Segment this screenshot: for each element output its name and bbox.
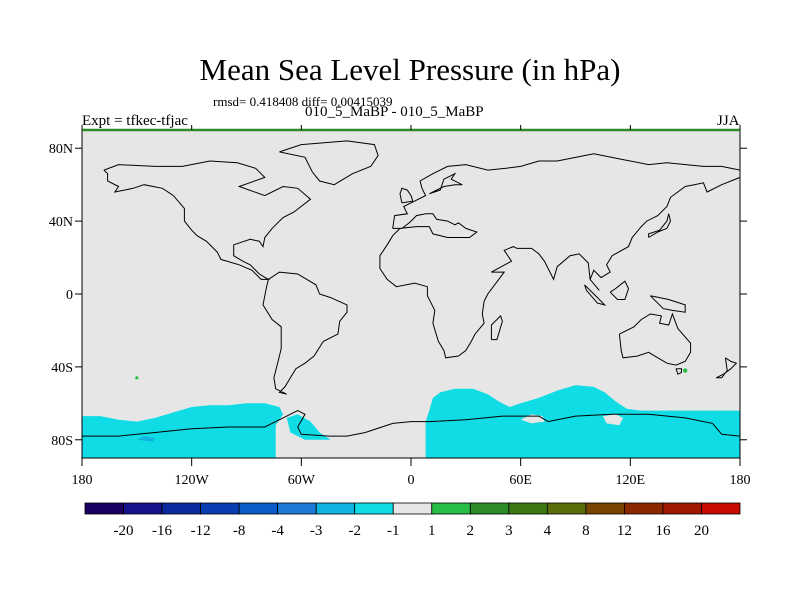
map-background	[82, 130, 740, 458]
new-guinea-coastline	[650, 295, 686, 313]
y-tick-label: 40S	[51, 361, 73, 376]
colorbar-swatch	[624, 502, 664, 515]
x-tick-label: 120W	[175, 473, 210, 488]
anomaly-point-tasmania	[682, 368, 688, 373]
colorbar-label: -8	[233, 523, 246, 539]
x-tick-label: 60W	[288, 473, 316, 488]
colorbar-label: 1	[428, 523, 436, 539]
colorbar-label: 16	[655, 523, 671, 539]
x-tick-label: 180	[730, 473, 751, 488]
neutral-hole-2	[602, 414, 623, 426]
colorbar-swatch	[354, 502, 394, 515]
colorbar-swatch	[161, 502, 201, 515]
colorbar-label: 3	[505, 523, 513, 539]
x-tick-label: 120E	[616, 473, 646, 488]
season-label: JJA	[717, 113, 740, 129]
greenland-coastline	[279, 140, 379, 186]
colorbar-label: -16	[152, 523, 172, 539]
colorbar-swatch	[469, 502, 510, 515]
madagascar-coastline	[490, 314, 503, 341]
colorbar-swatch	[662, 502, 702, 515]
eurasia-africa-coastline	[379, 153, 740, 359]
colorbar-label: 8	[582, 523, 590, 539]
antarctica-coastline	[82, 410, 740, 437]
colorbar-swatch	[238, 502, 279, 515]
anomaly-region-pacific	[82, 403, 284, 458]
experiment-subtitle: 010_5_MaBP - 010_5_MaBP	[305, 104, 484, 120]
colorbar-swatch	[508, 502, 548, 515]
x-tick-label: 180	[72, 473, 93, 488]
colorbar-label: -2	[348, 523, 361, 539]
sumatra-coastline	[584, 284, 607, 306]
tasmania-coastline	[675, 368, 682, 375]
colorbar-swatch	[701, 502, 741, 515]
new-zealand-coastline	[715, 357, 738, 379]
colorbar-swatch	[546, 502, 587, 515]
australia-coastline	[618, 312, 692, 366]
great-britain-coastline	[399, 187, 414, 204]
colorbar-swatch	[392, 502, 433, 515]
colorbar-swatch	[277, 502, 317, 515]
colorbar-label: 12	[617, 523, 632, 539]
chart-title: Mean Sea Level Pressure (in hPa)	[199, 52, 621, 87]
south-america-coastline	[262, 271, 348, 395]
scandinavia-baltic-coastline	[429, 172, 463, 195]
colorbar-label: -3	[310, 523, 323, 539]
colorbar-swatch	[431, 502, 471, 515]
experiment-label: Expt = tfkec-tfjac	[82, 113, 188, 129]
anomaly-point-pacific	[135, 376, 139, 380]
colorbar-label: -12	[191, 523, 211, 539]
anomaly-region-indian	[425, 385, 740, 458]
colorbar-label: 20	[694, 523, 709, 539]
borneo-coastline	[609, 280, 630, 300]
colorbar-swatch	[123, 502, 163, 515]
colorbar-swatch	[84, 502, 124, 515]
colorbar-swatch	[585, 502, 625, 515]
japan-coastline	[648, 213, 672, 238]
y-tick-label: 80S	[51, 434, 73, 449]
x-tick-label: 0	[408, 473, 415, 488]
y-tick-label: 0	[66, 288, 73, 303]
colorbar-label: 4	[544, 523, 552, 539]
anomaly-region-weddell	[286, 414, 331, 440]
anomaly-region-ross	[136, 436, 156, 442]
x-tick-label: 60E	[509, 473, 532, 488]
colorbar-swatch	[315, 502, 356, 515]
colorbar-label: -20	[114, 523, 134, 539]
colorbar-label: -1	[387, 523, 400, 539]
y-tick-label: 80N	[49, 142, 73, 157]
colorbar-label: 2	[467, 523, 475, 539]
colorbar-swatch	[200, 502, 240, 515]
north-america-coastline	[103, 160, 312, 280]
colorbar-label: -4	[271, 523, 284, 539]
stats-label: rmsd= 0.418408 diff= 0.00415039	[213, 94, 393, 109]
y-tick-label: 40N	[49, 215, 73, 230]
